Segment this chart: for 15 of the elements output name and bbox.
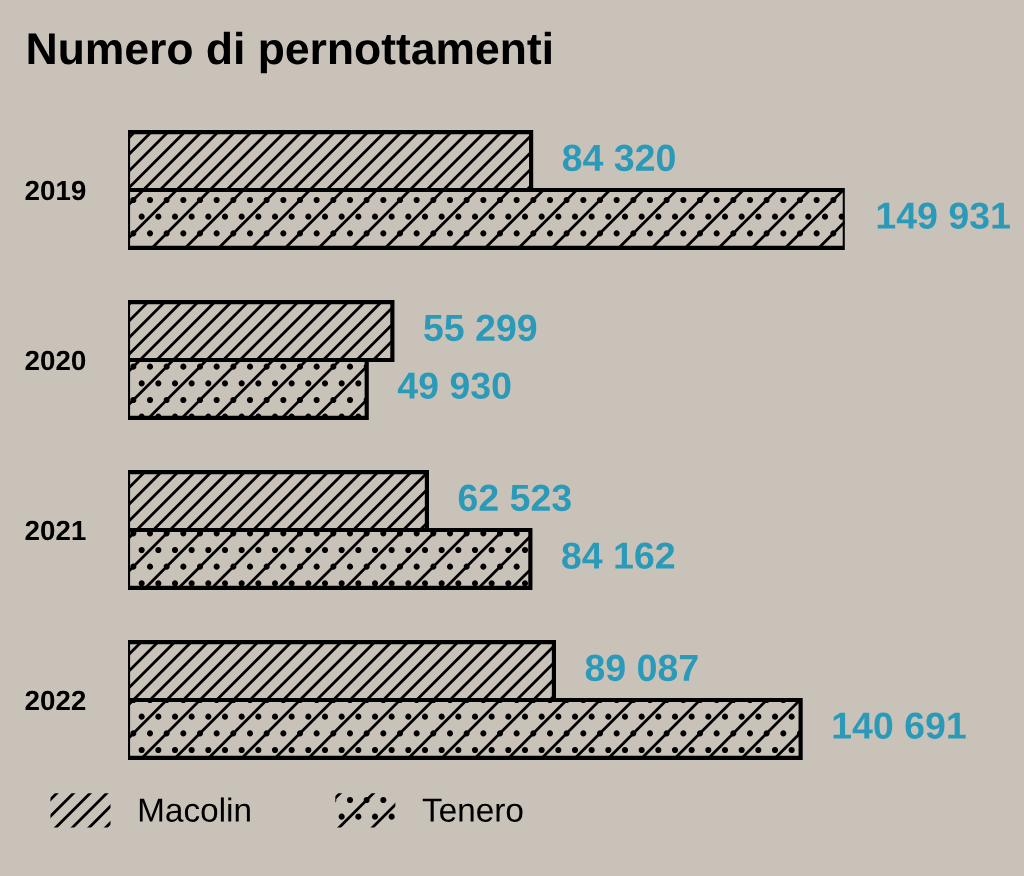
data-label: 140 691 (833, 712, 966, 739)
data-label: 149 931 (877, 202, 1010, 230)
data-label: 84 162 (562, 542, 675, 569)
data-label: 84 320 (562, 144, 675, 172)
legend-label: Tenero (422, 798, 523, 822)
data-label: 62 523 (458, 484, 571, 512)
data-label: 49 930 (397, 372, 511, 400)
data-label: 55 299 (424, 314, 537, 342)
y-tick-label: 2019 (25, 180, 86, 201)
legend-label: Macolin (139, 797, 250, 822)
y-tick-label: 2020 (25, 350, 86, 371)
y-tick-label: 2022 (25, 690, 86, 711)
data-label: 89 087 (585, 654, 698, 682)
y-tick-label: 2021 (25, 520, 86, 541)
chart-title: Numero di pernottamenti (28, 31, 551, 74)
